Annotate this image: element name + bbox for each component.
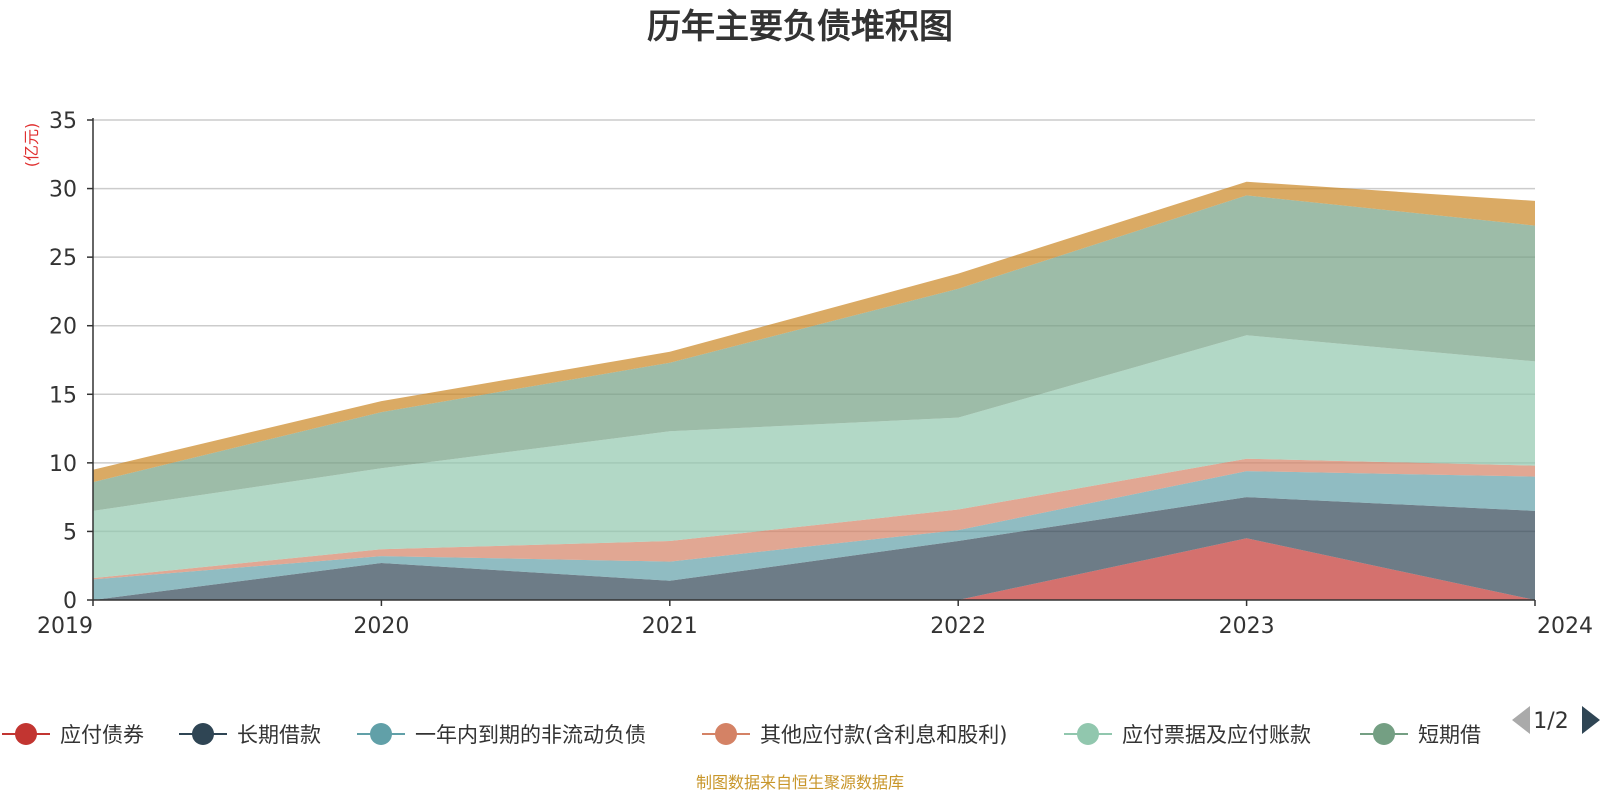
- legend-marker: [1077, 723, 1099, 745]
- legend-marker: [715, 723, 737, 745]
- legend-marker: [1373, 723, 1395, 745]
- legend-label: 一年内到期的非流动负债: [415, 723, 646, 747]
- x-tick-label: 2024: [1537, 614, 1593, 639]
- legend-page-indicator: 1/2: [1533, 709, 1568, 734]
- legend-marker: [370, 723, 392, 745]
- x-axis-tick-labels: 2019 2020 2021 2022 2023 2024: [37, 600, 1593, 639]
- legend-label: 长期借款: [237, 723, 321, 747]
- x-tick-label: 2022: [930, 614, 986, 639]
- y-tick-label: 20: [49, 315, 77, 340]
- legend-label: 其他应付款(含利息和股利): [760, 723, 1007, 747]
- x-tick-label: 2019: [37, 614, 93, 639]
- triangle-right-icon[interactable]: [1582, 706, 1600, 734]
- series-area-1: [93, 497, 1535, 600]
- legend-pager: 1/2: [1512, 706, 1600, 734]
- legend-item[interactable]: 应付票据及应付账款: [1064, 723, 1311, 747]
- legend-label: 短期借: [1418, 723, 1481, 747]
- y-axis-unit: (亿元): [22, 123, 41, 168]
- legend-item[interactable]: 短期借: [1360, 723, 1481, 747]
- x-tick-label: 2021: [642, 614, 698, 639]
- series-area-0: [93, 538, 1535, 600]
- legend: 应付债券 长期借款 一年内到期的非流动负债 其他应付款(含利息和股利) 应付票据及应付账…: [2, 723, 1481, 747]
- series-area-2: [93, 471, 1535, 600]
- y-tick-label: 35: [49, 109, 77, 134]
- legend-item[interactable]: 长期借款: [179, 723, 321, 747]
- legend-label: 应付票据及应付账款: [1122, 723, 1311, 747]
- legend-item[interactable]: 应付债券: [2, 723, 144, 747]
- series-area-3: [93, 458, 1535, 580]
- series-areas: [93, 181, 1535, 600]
- triangle-left-icon[interactable]: [1512, 706, 1530, 734]
- legend-item[interactable]: 其他应付款(含利息和股利): [702, 723, 1007, 747]
- y-tick-label: 30: [49, 178, 77, 203]
- x-tick-label: 2023: [1219, 614, 1275, 639]
- legend-item[interactable]: 一年内到期的非流动负债: [357, 723, 646, 747]
- x-tick-label: 2020: [353, 614, 409, 639]
- series-area-4: [93, 335, 1535, 579]
- axes: [92, 118, 1535, 601]
- y-tick-label: 10: [49, 452, 77, 477]
- y-tick-label: 25: [49, 246, 77, 271]
- y-tick-label: 5: [63, 520, 77, 545]
- chart-title: 历年主要负债堆积图: [647, 7, 953, 47]
- legend-label: 应付债券: [60, 723, 144, 747]
- y-tick-label: 0: [63, 589, 77, 614]
- y-tick-label: 15: [49, 383, 77, 408]
- legend-marker: [192, 723, 214, 745]
- legend-marker: [15, 723, 37, 745]
- y-axis-tick-labels: 0 5 10 15 20 25 30 35: [49, 109, 93, 614]
- data-source-note: 制图数据来自恒生聚源数据库: [696, 773, 904, 792]
- series-area-5: [93, 195, 1535, 511]
